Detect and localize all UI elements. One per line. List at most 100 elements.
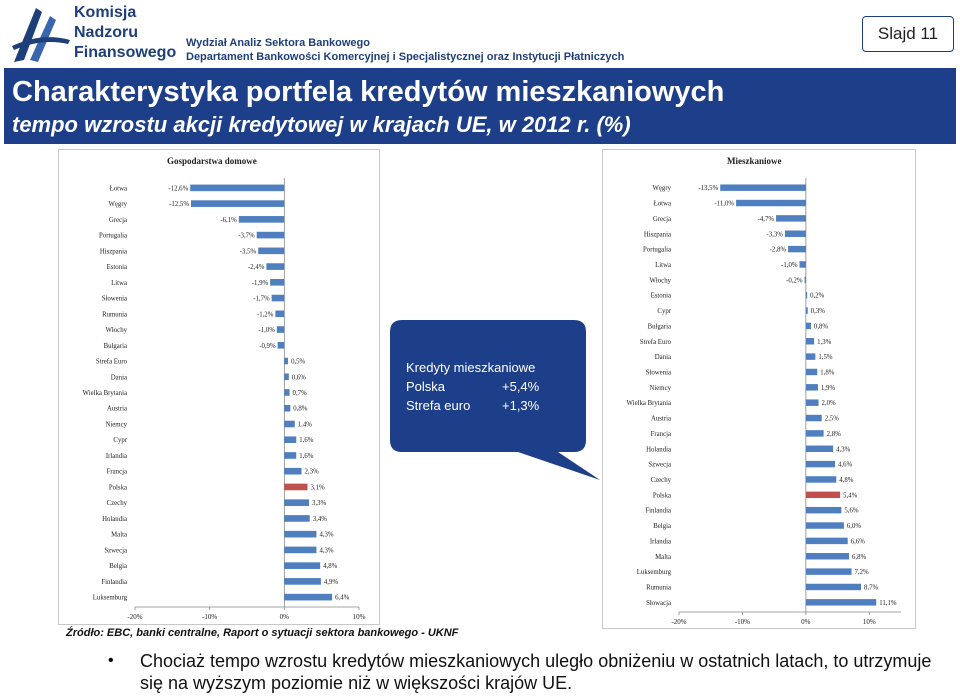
category-label: Włochy [105, 327, 127, 334]
bar [284, 436, 297, 444]
data-label: -4,7% [758, 216, 775, 223]
bar [277, 341, 285, 349]
category-label: Szwecja [648, 462, 671, 469]
bar [284, 499, 309, 506]
bar [805, 338, 815, 345]
bullet-point-icon: • [108, 652, 114, 669]
data-label: 0,5% [291, 359, 305, 366]
source-note: Źródło: EBC, banki centralne, Raport o s… [66, 627, 459, 639]
chart-housing-frame: Mieszkaniowe -20% -10% 0% 10% Węgry -13,5% Łotw… [602, 149, 916, 629]
category-label: Irlandia [106, 453, 127, 460]
x-tick-label: -10% [202, 613, 217, 621]
category-label: Holandia [646, 446, 671, 453]
bar [284, 546, 317, 554]
data-label: -1,0% [781, 262, 798, 269]
bar [784, 230, 806, 237]
callout-bubble [390, 320, 600, 480]
bar [805, 568, 852, 575]
data-label: 6,8% [852, 554, 866, 561]
data-label: 4,3% [319, 547, 333, 554]
callout-heading: Kredyty mieszkaniowe [406, 360, 536, 375]
data-label: 2,0% [822, 400, 836, 407]
category-label: Słowenia [646, 369, 671, 376]
bar [805, 553, 849, 560]
bar [270, 279, 285, 286]
x-tick-label: 0% [280, 613, 290, 621]
category-label: Wielka Brytania [83, 390, 127, 397]
x-tick-label: 10% [863, 618, 876, 626]
category-label: Niemcy [649, 385, 671, 392]
bar [776, 215, 806, 222]
x-tick-label: -10% [735, 618, 750, 626]
bar [805, 307, 808, 314]
bar [284, 452, 297, 459]
bar [720, 184, 806, 191]
category-label: Austria [107, 406, 127, 413]
data-label: 4,8% [323, 563, 337, 570]
data-label: 11,1% [879, 600, 897, 607]
knf-logo: Komisja Nadzoru Finansowego [6, 2, 176, 66]
bar [805, 291, 808, 299]
bar [805, 522, 844, 529]
logo-line-1: Komisja [74, 4, 137, 21]
category-label: Dania [111, 374, 127, 381]
data-label: 0,6% [292, 374, 306, 381]
data-label: -0,9% [259, 343, 276, 350]
data-label: -1,2% [257, 311, 274, 318]
logo-line-2: Nadzoru [74, 24, 138, 41]
data-label: -1,7% [253, 296, 270, 303]
department-info: Wydział Analiz Sektora Bankowego Departa… [186, 36, 624, 64]
title-banner [4, 68, 956, 144]
data-label: -2,8% [770, 247, 787, 254]
category-label: Irlandia [650, 538, 671, 545]
category-label: Estonia [651, 293, 671, 300]
category-label: Finlandia [645, 508, 671, 515]
slide-number: Slajd 11 [862, 16, 954, 52]
data-label: 5,4% [843, 492, 857, 499]
bar [805, 353, 816, 360]
category-label: Portugalia [643, 247, 671, 254]
category-label: Francja [107, 469, 127, 476]
callout-row2-label: Strefa euro [406, 398, 471, 413]
bar [258, 247, 285, 255]
category-label: Hiszpania [100, 248, 127, 255]
data-label: 8,7% [864, 584, 878, 591]
data-label: -11,0% [715, 201, 735, 208]
category-label: Finlandia [101, 579, 127, 586]
chart-title: Mieszkaniowe [727, 156, 782, 166]
bar [284, 389, 290, 396]
chart-households-frame: Gospodarstwa domowe -20% -10% 0% 10% Łotwa -12… [58, 149, 380, 625]
chart-housing: Mieszkaniowe -20% -10% 0% 10% Węgry -13,5% Łotw… [627, 156, 901, 626]
data-label: 1,8% [820, 369, 834, 376]
bar [238, 216, 285, 223]
category-label: Cypr [113, 437, 127, 444]
category-label: Grecja [109, 217, 127, 224]
callout-row1-label: Polska [406, 379, 446, 394]
category-label: Polska [109, 484, 127, 491]
category-label: Wielka Brytania [627, 400, 671, 407]
data-label: 2,3% [305, 469, 319, 476]
data-label: 1,6% [299, 453, 313, 460]
category-label: Strefa Euro [640, 339, 672, 346]
category-label: Luksemburg [637, 569, 672, 576]
data-label: 5,6% [844, 508, 858, 515]
data-label: -12,5% [169, 201, 189, 208]
data-label: -1,9% [252, 280, 269, 287]
data-label: 1,6% [299, 437, 313, 444]
data-label: 4,3% [836, 446, 850, 453]
data-label: 6,0% [847, 523, 861, 530]
bar [805, 460, 836, 468]
category-label: Estonia [107, 264, 127, 271]
category-label: Grecja [653, 216, 671, 223]
data-label: -12,6% [168, 185, 188, 192]
callout-row-eurozone: Strefa euro +1,3% [406, 396, 539, 415]
data-label: 1,5% [818, 354, 832, 361]
category-label: Litwa [111, 280, 127, 287]
bar [284, 373, 289, 381]
category-label: Szwecja [104, 547, 127, 554]
data-label: 0,2% [810, 293, 824, 300]
bar [805, 384, 818, 391]
category-label: Belgia [653, 523, 671, 530]
bar [276, 326, 285, 333]
callout-row2-value: +1,3% [502, 398, 540, 413]
